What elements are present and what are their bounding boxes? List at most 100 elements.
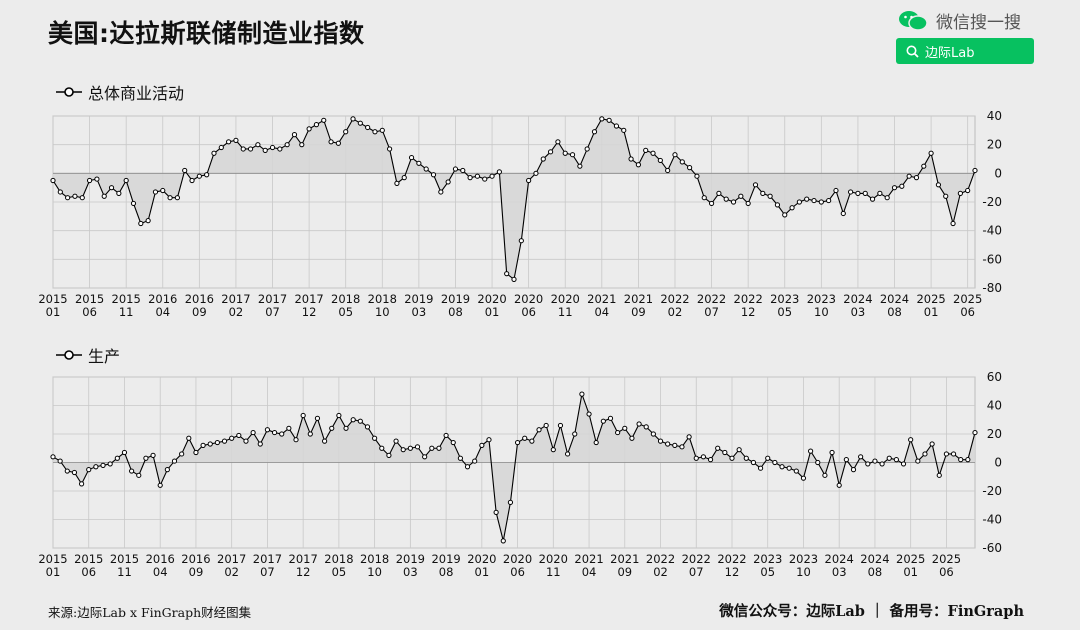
data-point [108,185,115,191]
data-point [943,193,949,199]
data-point [493,509,499,515]
x-tick-label-month: 10 [367,565,382,579]
data-point [643,424,649,430]
data-point [808,448,814,454]
data-point [957,190,963,196]
data-point [636,421,642,427]
x-tick-label-year: 2020 [477,292,506,306]
chart1-area [53,118,975,280]
data-point [765,455,771,461]
data-point [400,447,406,453]
data-point [786,465,792,471]
data-point [522,435,528,441]
data-point [550,447,556,453]
footer-account: 微信公众号：边际Lab ｜ 备用号：FinGraph [719,603,1024,620]
x-tick-label-month: 01 [485,305,500,319]
data-point [818,199,824,205]
data-point [286,425,292,431]
y-tick-label: -20 [982,484,1002,498]
data-point [865,461,871,467]
data-point [855,190,861,196]
data-point [243,438,249,444]
data-point [196,173,202,179]
data-point [189,177,195,184]
data-point [738,193,744,199]
data-point [915,458,921,464]
data-point [186,435,192,441]
data-point [179,451,185,457]
x-tick-label-year: 2018 [331,292,360,306]
data-point [174,195,180,201]
x-tick-label-month: 12 [296,565,311,579]
data-point [121,449,128,456]
data-point [921,163,927,169]
data-point [236,432,242,439]
x-tick-label-year: 2015 [75,292,104,306]
data-point [877,190,883,196]
legend-marker-icon [56,350,82,360]
data-point [279,431,285,437]
data-point [760,190,766,196]
data-point [657,157,663,164]
data-point [269,144,276,151]
data-point [922,451,928,457]
data-point [394,180,400,186]
data-point [577,163,583,169]
x-tick-label-year: 2016 [146,552,175,566]
data-point [489,173,495,179]
data-point [606,117,612,123]
data-point [622,425,628,431]
x-tick-label-year: 2020 [514,292,543,306]
data-point [350,417,356,423]
x-tick-label-year: 2021 [624,292,653,306]
data-point [723,196,729,202]
data-point [757,465,764,471]
x-tick-label-year: 2020 [551,292,580,306]
data-point [293,437,299,443]
data-point [422,454,428,460]
y-tick-label: -60 [982,252,1002,266]
data-point [615,429,621,436]
data-point [93,464,99,470]
data-point [884,195,890,201]
data-point [150,452,156,458]
data-point [299,142,305,148]
page-title: 美国:达拉斯联储制造业指数 [48,19,365,48]
x-tick-label-month: 12 [725,565,740,579]
data-point [474,173,481,179]
x-tick-label-year: 2019 [404,292,433,306]
data-point [843,457,849,463]
y-tick-label: -20 [982,195,1002,209]
x-tick-label-month: 04 [594,305,609,319]
data-point [936,472,942,478]
data-point [772,459,778,466]
data-point [833,187,839,194]
x-tick-label-year: 2021 [574,552,603,566]
x-tick-label-month: 07 [260,565,275,579]
x-tick-label-month: 03 [403,565,418,579]
data-point [257,441,263,447]
data-point [793,468,799,474]
data-point [152,189,159,195]
x-tick-label-year: 2015 [112,292,141,306]
data-point [233,137,239,143]
data-point [643,147,649,153]
search-box[interactable]: 边际Lab [896,38,1034,64]
data-point [57,458,63,464]
data-point [908,437,914,443]
x-tick-label-month: 01 [924,305,939,319]
data-point [145,218,151,224]
x-tick-label-month: 03 [851,305,866,319]
x-tick-label-month: 10 [814,305,829,319]
data-point [86,467,92,473]
data-point [836,482,842,488]
data-point [928,150,934,156]
data-point [500,538,506,544]
data-point [767,193,773,199]
data-point [774,202,781,208]
data-point [86,177,93,184]
x-tick-label-year: 2015 [38,292,67,306]
data-point [50,454,56,460]
data-point [929,441,935,447]
data-point [796,199,802,205]
